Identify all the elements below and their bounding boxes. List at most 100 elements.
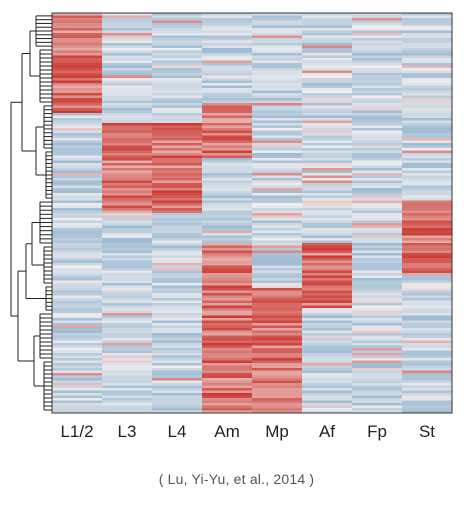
heatmap-cell — [202, 40, 252, 44]
heatmap-cell — [152, 333, 202, 336]
heatmap-cell — [102, 345, 152, 349]
heatmap-cell — [152, 345, 202, 349]
heatmap-cell — [52, 373, 102, 376]
heatmap-cell — [102, 168, 152, 171]
heatmap-cell — [202, 145, 252, 149]
heatmap-cell — [402, 255, 452, 259]
heatmap-cell — [352, 173, 402, 176]
heatmap-cell — [152, 45, 202, 49]
heatmap-cell — [52, 198, 102, 201]
heatmap-cell — [202, 110, 252, 114]
heatmap-cell — [202, 193, 252, 196]
heatmap-cell — [252, 130, 302, 134]
heatmap-cell — [202, 373, 252, 376]
heatmap-cell — [102, 273, 152, 276]
heatmap-cell — [202, 48, 252, 51]
heatmap-cell — [402, 238, 452, 241]
heatmap-cell — [102, 153, 152, 156]
heatmap-cell — [202, 173, 252, 176]
heatmap-cell — [352, 190, 402, 194]
heatmap-cell — [52, 38, 102, 41]
heatmap-cell — [402, 273, 452, 276]
heatmap-cell — [302, 148, 352, 151]
heatmap-cell — [252, 158, 302, 161]
heatmap-cell — [352, 363, 402, 366]
heatmap-cell — [202, 75, 252, 79]
heatmap-cell — [52, 263, 102, 266]
heatmap-cell — [252, 203, 302, 206]
heatmap-cell — [252, 153, 302, 156]
heatmap-cell — [302, 385, 352, 389]
heatmap-cell — [402, 343, 452, 346]
heatmap-cell — [102, 350, 152, 354]
heatmap-cell — [402, 13, 452, 16]
heatmap-cell — [352, 40, 402, 44]
heatmap-cell — [402, 313, 452, 316]
heatmap-cell — [52, 85, 102, 89]
heatmap-cell — [302, 175, 352, 179]
heatmap-cell — [52, 20, 102, 24]
heatmap-cell — [402, 243, 452, 246]
heatmap-cell — [402, 215, 452, 219]
heatmap-cell — [352, 263, 402, 266]
heatmap-cell — [252, 48, 302, 51]
heatmap-cell — [302, 105, 352, 109]
heatmap-cell — [302, 15, 352, 19]
heatmap-cell — [202, 243, 252, 246]
heatmap-cell — [352, 165, 402, 169]
heatmap-cell — [352, 293, 402, 296]
heatmap-cell — [102, 325, 152, 329]
heatmap-cell — [302, 333, 352, 336]
heatmap-cell — [402, 108, 452, 111]
heatmap-cell — [152, 48, 202, 51]
heatmap-cell — [202, 395, 252, 399]
heatmap-cell — [302, 35, 352, 39]
heatmap-cell — [202, 263, 252, 266]
heatmap-cell — [302, 245, 352, 249]
heatmap-cell — [352, 70, 402, 74]
heatmap-cell — [152, 125, 202, 129]
heatmap-cell — [302, 88, 352, 91]
heatmap-cell — [352, 405, 402, 409]
heatmap-cell — [352, 45, 402, 49]
heatmap-cell — [102, 118, 152, 121]
heatmap-cell — [152, 105, 202, 109]
heatmap-cell — [152, 170, 202, 174]
heatmap-cell — [252, 80, 302, 84]
heatmap-cell — [302, 233, 352, 236]
heatmap-cell — [302, 280, 352, 284]
heatmap-cell — [152, 208, 202, 211]
heatmap-cell — [252, 205, 302, 209]
heatmap-cell — [102, 368, 152, 371]
heatmap-cell — [352, 178, 402, 181]
heatmap-cell — [102, 290, 152, 294]
heatmap-cell — [102, 263, 152, 266]
heatmap-cell — [152, 410, 202, 414]
heatmap-cell — [202, 123, 252, 126]
heatmap-cell — [202, 350, 252, 354]
heatmap-cell — [102, 218, 152, 221]
heatmap-cell — [302, 310, 352, 314]
heatmap-cell — [102, 213, 152, 216]
heatmap-cell — [52, 145, 102, 149]
heatmap-cell — [302, 338, 352, 341]
heatmap-cell — [302, 20, 352, 24]
heatmap-cell — [152, 93, 202, 96]
heatmap-cell — [102, 98, 152, 101]
heatmap-cell — [202, 238, 252, 241]
heatmap-cell — [152, 278, 202, 281]
heatmap-cell — [252, 38, 302, 41]
heatmap-cell — [302, 163, 352, 166]
heatmap-cell — [52, 65, 102, 69]
heatmap-cell — [202, 95, 252, 99]
heatmap-cell — [352, 78, 402, 81]
heatmap-cell — [152, 90, 202, 94]
heatmap-cell — [402, 403, 452, 406]
heatmap-cell — [302, 288, 352, 291]
heatmap-cell — [52, 150, 102, 154]
heatmap-cell — [302, 285, 352, 289]
heatmap-cell — [252, 253, 302, 256]
heatmap-cell — [252, 168, 302, 171]
heatmap-cell — [152, 100, 202, 104]
heatmap-cell — [102, 150, 152, 154]
